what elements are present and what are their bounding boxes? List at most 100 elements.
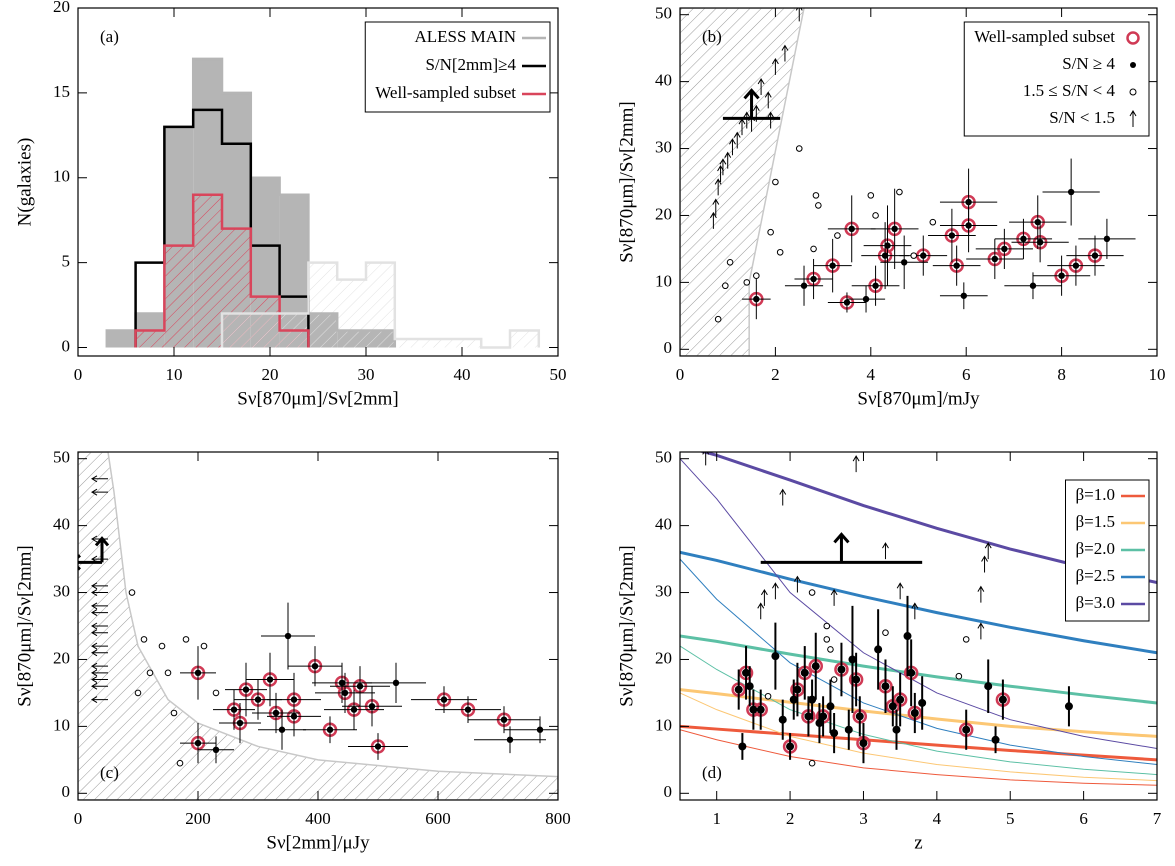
dot-marker (830, 729, 839, 738)
dot-marker (254, 696, 262, 703)
dot-marker (212, 746, 220, 754)
dot-marker (1058, 272, 1065, 279)
dot-marker (230, 706, 238, 713)
limit-arrow (771, 582, 779, 600)
limit-arrow (830, 588, 838, 606)
limit-arrow (767, 111, 775, 129)
hist-bar (366, 262, 395, 348)
x-tick-label: 10 (166, 365, 183, 384)
hist-outline (134, 108, 310, 348)
limit-arrow (771, 57, 779, 75)
dot-marker (236, 719, 244, 727)
x-tick-label: 800 (545, 809, 571, 828)
hist-bar (394, 339, 424, 348)
open-marker (182, 636, 190, 643)
model-line (680, 550, 1157, 655)
y-axis-label: Sν[870μm]/Sν[2mm] (616, 101, 637, 262)
dot-marker (284, 632, 292, 640)
dot-marker (1103, 235, 1111, 243)
x-axis-label: Sν[2mm]/μJy (266, 832, 370, 853)
dot-marker (1034, 218, 1041, 226)
dot-marker (756, 705, 765, 714)
legend-label: β=1.0 (1076, 485, 1116, 504)
x-tick-label: 600 (425, 809, 451, 828)
x-tick-label: 1 (712, 809, 721, 828)
limit-arrow (764, 91, 772, 109)
x-tick-label: 50 (550, 365, 567, 384)
limit-arrow (91, 488, 108, 496)
hist-bar (164, 245, 194, 348)
y-tick-label: 20 (53, 0, 70, 16)
x-tick-label: 0 (74, 365, 83, 384)
legend-label: ALESS MAIN (414, 27, 516, 46)
dot-marker (903, 632, 912, 641)
open-marker (753, 272, 760, 279)
limit-arrow (91, 589, 108, 596)
dot-marker (1036, 239, 1044, 246)
y-tick-label: 10 (53, 167, 70, 186)
limit-arrow (91, 669, 108, 677)
dot-marker (771, 652, 780, 661)
limit-arrow (977, 622, 985, 640)
dot-marker (984, 682, 993, 691)
panel-label: (d) (702, 763, 722, 782)
dot-marker (738, 742, 747, 751)
x-tick-label: 200 (185, 809, 211, 828)
dot-marker (888, 702, 897, 711)
big-limit-arrow (78, 536, 110, 571)
legend: ALESS MAIN S/N[2mm]≥4 Well-sampled subset (364, 21, 551, 113)
dot-marker (910, 709, 919, 717)
open-marker (164, 669, 172, 677)
limit-arrow (981, 555, 988, 573)
open-marker (910, 252, 918, 259)
dot-marker (272, 709, 280, 717)
legend: β=1.0 β=1.5 β=2.0 β=2.5 β=3.0 (1065, 479, 1150, 622)
dot-marker (810, 275, 817, 283)
limit-arrow (743, 111, 751, 129)
legend: Well-sampled subset S/N ≥ 4 1.5 ≤ S/N < 4 S… (963, 21, 1150, 137)
dot-marker (1064, 702, 1073, 711)
limit-arrow (984, 542, 992, 560)
hist-bar (250, 313, 280, 348)
dot-marker (881, 252, 889, 259)
open-marker (714, 315, 722, 323)
hist-bar (193, 194, 222, 348)
limit-arrow (91, 642, 108, 650)
limit-arrow (91, 609, 108, 617)
open-marker (743, 279, 751, 286)
dot-marker (368, 703, 376, 710)
x-axis-label: Sν[870μm]/mJy (857, 388, 980, 409)
dot-marker (392, 679, 400, 687)
y-tick-label: 50 (53, 448, 70, 467)
dot-marker (1091, 252, 1099, 259)
plot-area (680, 452, 1157, 786)
y-tick-label: 40 (655, 71, 672, 90)
dot-marker (338, 679, 346, 687)
hist-bar (222, 313, 251, 348)
panel-label: (b) (702, 27, 722, 46)
dot-marker (918, 698, 927, 707)
open-marker (823, 622, 831, 630)
limit-arrow (733, 131, 741, 149)
axes-frame (679, 7, 1158, 357)
axes-frame (77, 7, 559, 357)
open-marker (810, 245, 817, 253)
y-tick-label: 15 (53, 82, 70, 101)
dot-marker (745, 682, 754, 691)
big-limit-arrow (743, 88, 760, 119)
legend-swatch (1129, 110, 1137, 127)
panel: 0 200 400 600 800 0 10 20 30 40 50 Sν[2mm]/μJy Sν[87… (14, 448, 571, 854)
x-tick-label: 7 (1153, 809, 1162, 828)
hist-outline (134, 193, 310, 348)
open-marker (200, 642, 208, 650)
limit-arrow (91, 682, 108, 690)
y-axis-label: Sν[870μm]/Sν[2mm] (616, 545, 637, 706)
y-tick-label: 20 (655, 648, 672, 667)
dot-marker (242, 686, 250, 693)
open-marker (815, 202, 822, 209)
y-tick-label: 10 (655, 271, 672, 290)
x-tick-label: 0 (74, 809, 83, 828)
y-tick-label: 40 (53, 515, 70, 534)
y-tick-label: 40 (655, 515, 672, 534)
limit-arrow (91, 696, 108, 704)
